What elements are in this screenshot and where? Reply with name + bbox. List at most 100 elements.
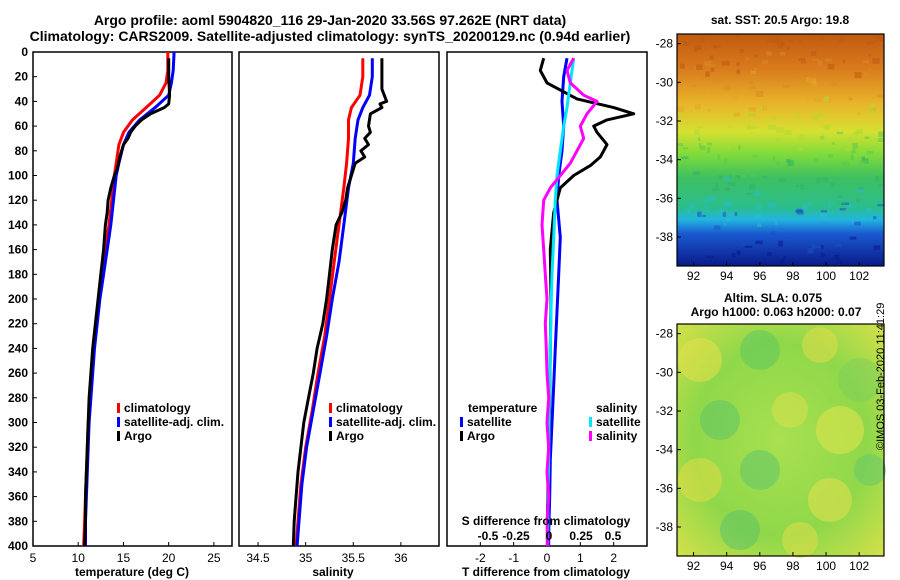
sst-texture-cell [780,259,786,265]
sst-texture-cell [746,192,754,195]
sst-texture-cell [705,71,710,77]
sst-texture-cell [739,49,744,54]
sst-texture-cell [718,175,723,180]
sst-texture-cell [768,124,777,131]
sst-texture-cell [754,54,758,57]
sst-texture-cell [710,67,715,72]
sst-texture-cell [820,168,825,171]
sst-map-panel: sat. SST: 20.5 Argo: 19.8 92 94 96 98 100 102… [656,13,885,283]
sst-texture-cell [733,112,741,117]
legend-t-satellite-swatch [460,417,463,427]
sst-texture-cell [782,84,791,88]
legend-satellite-swatch [117,417,120,427]
sst-texture-cell [752,154,758,158]
map-lat-label: -38 [656,230,674,244]
sst-texture-cell [878,138,884,142]
sst-texture-cell [727,182,736,187]
sst-texture-cell [744,245,753,248]
sst-texture-cell [831,81,838,86]
salinity-axes-frame [238,51,440,547]
sst-texture-cell [832,142,835,145]
sst-texture-cell [725,198,731,205]
plot-title-line2: Climatology: CARS2009. Satellite-adjuste… [29,28,631,44]
sst-texture-cell [696,64,703,70]
sst-texture-cell [677,143,684,147]
sst-texture-cell [762,60,768,64]
sla-texture-blob [700,400,740,440]
legend-sal-climatology-swatch [329,403,332,413]
series-satellite-temperature- [547,57,569,546]
sst-texture-cell [801,61,806,64]
sst-texture [677,34,885,265]
sst-texture-cell [714,225,721,230]
sst-texture-cell [850,154,854,161]
sst-texture-cell [704,199,712,203]
sst-texture-cell [727,144,731,149]
sst-texture-cell [706,89,710,95]
sst-texture-cell [839,208,846,211]
sst-texture-cell [775,138,782,141]
sst-texture-cell [704,61,712,67]
sst-texture-cell [749,184,756,190]
sla-texture-blob [740,330,780,370]
sst-texture-cell [707,142,713,146]
salinity-series [291,58,389,547]
depth-tick-label: 120 [8,193,28,207]
sst-texture-cell [707,147,711,153]
sst-texture-cell [857,112,861,115]
sst-texture-cell [868,68,872,71]
sst-texture-cell [845,148,853,152]
sst-texture-cell [855,132,859,138]
depth-axis: 0 20 40 60 80 100 120 140 160 180 200 220 240 260 280 3… [8,45,37,553]
sst-texture-cell [784,130,792,135]
sst-texture-cell [787,236,793,241]
sst-texture-cell [861,156,865,161]
s-difference-tick-label: 0.25 [569,529,593,543]
depth-tick-label: 280 [8,391,28,405]
s-difference-xlabel: S difference from climatology [462,514,631,528]
sst-texture-cell [868,54,871,57]
sst-texture-cell [731,168,736,175]
sst-texture-cell [849,236,857,240]
sst-texture-cell [825,58,832,62]
legend-satellite: satellite-adj. clim. [124,415,224,429]
s-difference-tick-label: 0 [546,529,553,543]
sst-texture-cell [738,145,741,151]
map-lat-label: -30 [656,75,674,89]
sst-texture-cell [689,203,695,209]
sst-texture-cell [694,129,700,135]
sst-texture-cell [726,217,731,222]
sla-texture-blob [772,392,808,428]
sst-texture-cell [821,245,824,250]
map-lat-label: -28 [656,327,674,341]
series-argo [291,58,389,547]
sst-texture-cell [819,212,828,218]
series-argo [83,58,172,547]
sst-texture-cell [841,202,849,205]
sst-texture-cell [752,192,757,196]
sst-texture-cell [869,216,872,220]
sst-texture-cell [852,132,855,136]
sst-texture-cell [774,36,782,41]
t-difference-tick-label: -1 [508,551,519,565]
sst-texture-cell [723,223,726,226]
map-lat-label: -34 [656,443,674,457]
sst-texture-cell [702,200,706,205]
legend-sal-satellite: satellite-adj. clim. [336,415,436,429]
sst-texture-cell [762,175,768,179]
sst-texture-cell [873,35,879,39]
depth-tick-label: 380 [8,514,28,528]
sst-texture-cell [821,177,829,183]
sst-texture-cell [730,95,738,100]
sla-texture-blob [678,338,722,382]
map-lat-label: -32 [656,404,674,418]
sst-texture-cell [863,72,869,76]
sst-texture-cell [682,147,689,150]
sst-texture-cell [709,55,714,60]
sst-texture-cell [798,146,804,151]
sst-texture-cell [727,125,732,128]
sst-texture-cell [786,45,790,50]
sla-map-panel: Altim. SLA: 0.075 Argo h1000: 0.063 h200… [656,291,886,573]
sst-map-title: sat. SST: 20.5 Argo: 19.8 [711,13,850,27]
sst-texture-cell [756,190,761,197]
